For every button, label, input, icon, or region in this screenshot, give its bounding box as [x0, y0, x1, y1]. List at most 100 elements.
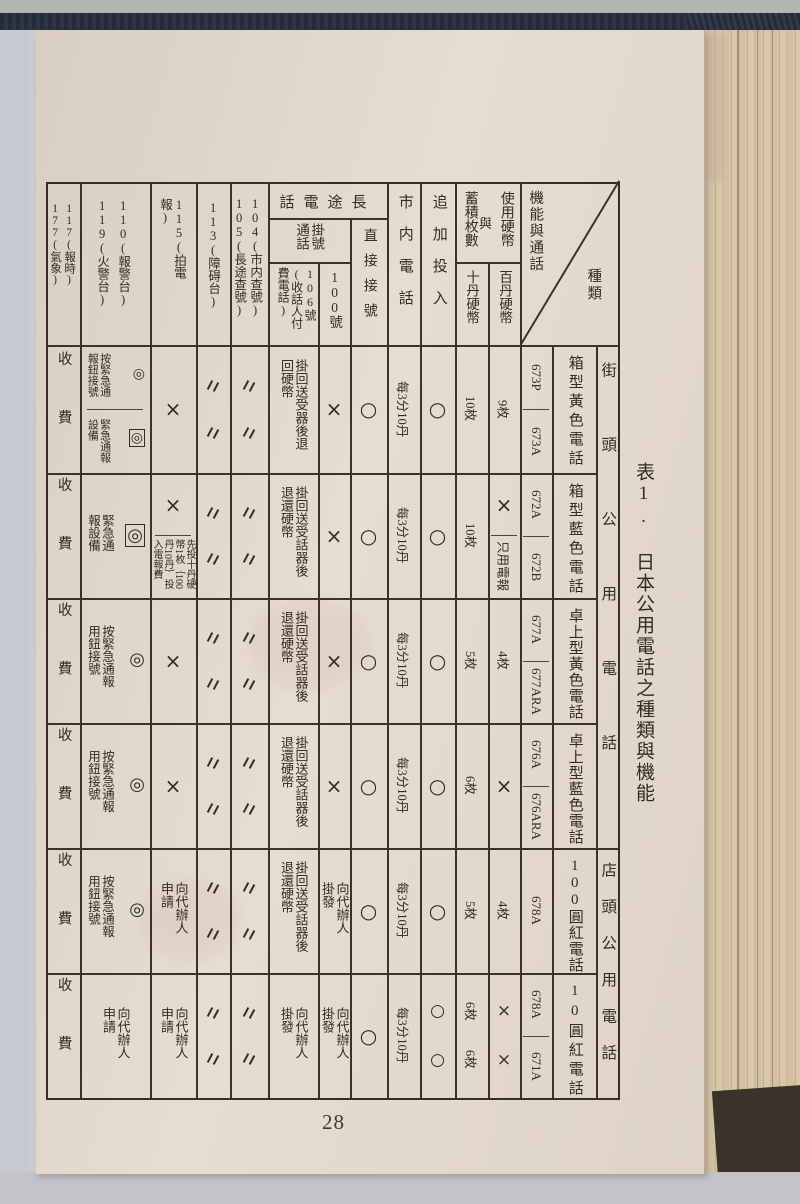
model-number-text: 678A: [529, 896, 544, 925]
cell-0-add: ○: [420, 345, 455, 473]
value-vertical: 向代辦人申請: [159, 1006, 189, 1059]
status-mark: ○: [359, 397, 378, 421]
model-number-text: 672A: [529, 489, 544, 519]
value-spread: 收費: [55, 977, 72, 1094]
value-rotated: 每3分10丹: [395, 632, 409, 689]
value-vertical: 掛回送受話器後退還硬幣: [279, 485, 309, 577]
cell-content: [230, 973, 268, 1098]
ditto-mark: [206, 552, 220, 565]
ditto-mark: [206, 379, 220, 392]
model-divider: [523, 660, 549, 662]
value-rotated: 10枚: [463, 396, 477, 422]
model-number-text: 678A: [529, 989, 544, 1019]
cell-5-w117: 收費: [46, 973, 80, 1098]
cell-content: ○: [350, 598, 387, 723]
grid-line: [350, 218, 352, 1098]
cell-content: ○: [420, 848, 455, 973]
backdrop-top: [0, 0, 800, 13]
value-vertical: 掛回送受話器後退還硬幣: [279, 860, 309, 952]
model-number: 676A: [520, 723, 552, 786]
value-rotated: 5枚: [463, 901, 477, 920]
cell-3-n100: ×: [318, 723, 350, 848]
status-mark: ○: [428, 773, 447, 798]
cell-content: ×: [488, 723, 520, 848]
value-rotated: 4枚: [495, 901, 510, 920]
ditto-mark: [206, 506, 220, 519]
value-vertical: 向代辦人掛發: [279, 1006, 309, 1059]
cell-content: ○: [350, 973, 387, 1098]
value-rotated: 每3分10丹: [395, 380, 409, 438]
value-spread: 收費: [55, 852, 72, 969]
cell-content: [230, 723, 268, 848]
page-edge-line: [737, 30, 739, 1180]
ditto-mark: [242, 1052, 256, 1065]
cell-content: ×: [150, 598, 196, 723]
header-additional-insert: 追加投入: [430, 194, 447, 322]
cell-2-e110: ◎ 按緊急通報用鈕接號: [80, 598, 150, 723]
status-mark: ×: [164, 397, 182, 421]
value-rotated: 10枚: [463, 522, 477, 548]
cell-content: 收費: [46, 598, 80, 723]
cell-4-n106: 掛回送受話器後退還硬幣: [268, 848, 318, 973]
status-mark: ○: [428, 898, 447, 923]
model-number: 672B: [520, 536, 552, 599]
bullseye-symbol: ◎: [129, 773, 145, 795]
value-rotated: 6枚: [463, 1050, 477, 1069]
ditto-mark: [206, 1052, 220, 1065]
emergency-text: 按緊急通報鈕接號: [86, 353, 111, 397]
type-name: 箱型藍色電話: [566, 483, 583, 597]
cell-1-w117: 收費: [46, 473, 80, 598]
cell-content: 向代辦人掛發: [318, 973, 350, 1098]
model-number-text: 676ARA: [529, 793, 544, 841]
corner-axis-functions-label: 機能與通話: [527, 190, 544, 273]
value-spread: 收費: [55, 477, 72, 594]
cell-0-f113: [196, 345, 230, 473]
header-no-106: 106號(收話人付費電話): [276, 267, 317, 329]
cell-content: ○: [350, 345, 387, 473]
grid-line: [488, 262, 490, 1098]
cell-content: [230, 345, 268, 473]
ditto-mark: [242, 379, 256, 392]
model-number: 677A: [520, 598, 552, 661]
ditto-mark: [242, 552, 256, 565]
model-number: 672A: [520, 473, 552, 536]
emergency-text: 按緊急通報用鈕接號: [86, 624, 114, 688]
header-coin-and: 與: [479, 216, 493, 231]
cell-content: ◎ 按緊急通報鈕接號 ◎ 緊急通報設備: [80, 345, 150, 473]
cell-content: 每3分10丹: [387, 973, 420, 1098]
cell-content: [196, 723, 230, 848]
grid-line: [46, 723, 596, 725]
cell-content: ×: [318, 723, 350, 848]
cell-content: 6枚: [455, 723, 488, 848]
cell-content: 每3分10丹: [387, 345, 420, 473]
header-direct-dial: 直接接號: [361, 228, 377, 328]
model-number-text: 677ARA: [529, 668, 544, 716]
ditto-mark: [206, 1006, 220, 1019]
cell-content: 掛回送受器後退回硬幣: [268, 345, 318, 473]
ditto-mark: [206, 426, 220, 439]
grid-line: [268, 262, 350, 264]
cell-2-coin10: 5枚: [455, 598, 488, 723]
cell-0-local: 每3分10丹: [387, 345, 420, 473]
type-name: 卓上型藍色電話: [566, 733, 583, 845]
model-number-text: 677A: [529, 614, 544, 644]
grid-line: [46, 598, 596, 600]
cell-1-direct: ○: [350, 473, 387, 598]
header-local-call: 市内電話: [396, 194, 413, 322]
bullseye-symbol: ◎: [132, 365, 145, 382]
model-number: 673P: [520, 345, 552, 409]
cell-3-coin100: ×: [488, 723, 520, 848]
grid-line: [268, 218, 387, 220]
status-mark: ×: [164, 492, 182, 517]
cell-content: ×: [488, 474, 520, 536]
value-spread: 收費: [55, 602, 72, 719]
page-number: 28: [322, 1110, 345, 1134]
cell-content: 9枚: [488, 345, 520, 473]
cell-content: ×: [150, 345, 196, 473]
model-divider: [523, 535, 549, 537]
cell-1-q104: [230, 473, 268, 598]
cell-4-w117: 收費: [46, 848, 80, 973]
value-vertical: 掛回送受器後退回硬幣: [279, 359, 309, 450]
header-fire-119: 119(火警台): [95, 199, 110, 307]
ditto-mark: [206, 927, 220, 940]
